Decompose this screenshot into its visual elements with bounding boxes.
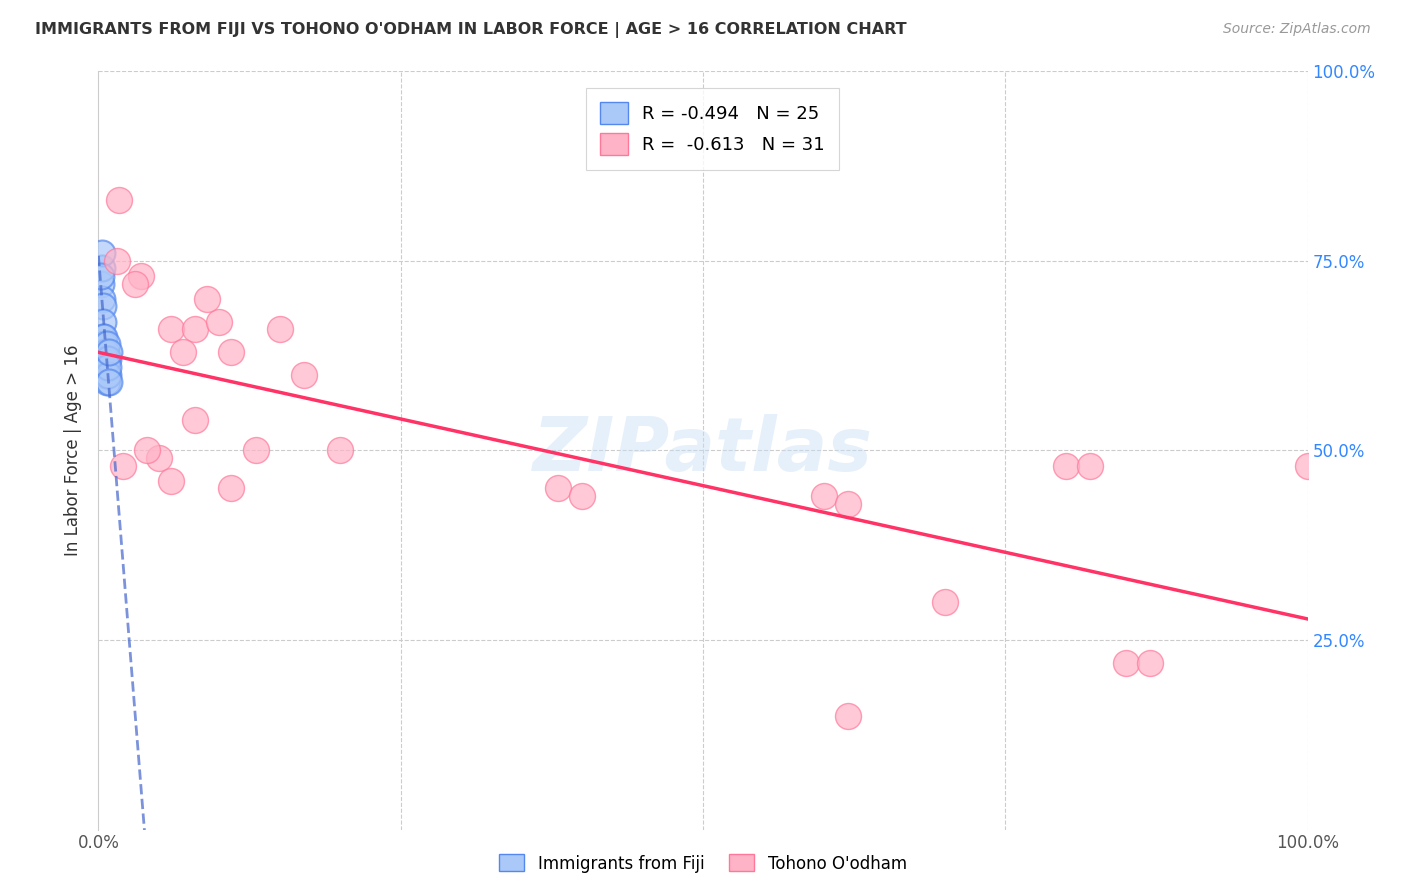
Point bbox=[184, 413, 207, 427]
Point bbox=[329, 443, 352, 458]
Point bbox=[837, 496, 859, 510]
Point bbox=[96, 376, 118, 390]
Point bbox=[97, 368, 120, 382]
Point bbox=[160, 474, 183, 488]
Point bbox=[91, 292, 114, 306]
Point bbox=[93, 344, 115, 359]
Point bbox=[837, 708, 859, 723]
Point bbox=[571, 489, 593, 503]
Text: Source: ZipAtlas.com: Source: ZipAtlas.com bbox=[1223, 22, 1371, 37]
Point bbox=[94, 368, 117, 382]
Point bbox=[93, 330, 115, 344]
Point bbox=[94, 352, 117, 367]
Point bbox=[91, 300, 114, 314]
Point bbox=[98, 376, 121, 390]
Point bbox=[96, 368, 118, 382]
Point bbox=[94, 344, 117, 359]
Point bbox=[195, 292, 218, 306]
Point bbox=[97, 352, 120, 367]
Point bbox=[1139, 656, 1161, 670]
Point bbox=[160, 322, 183, 336]
Point bbox=[269, 322, 291, 336]
Legend: Immigrants from Fiji, Tohono O'odham: Immigrants from Fiji, Tohono O'odham bbox=[492, 847, 914, 880]
Point bbox=[90, 269, 112, 284]
Text: ZIPatlas: ZIPatlas bbox=[533, 414, 873, 487]
Point bbox=[97, 359, 120, 375]
Point bbox=[90, 277, 112, 291]
Point bbox=[148, 451, 170, 466]
Point bbox=[91, 330, 114, 344]
Point bbox=[93, 359, 115, 375]
Point bbox=[184, 322, 207, 336]
Point bbox=[221, 344, 243, 359]
Point bbox=[1078, 458, 1101, 473]
Point bbox=[111, 458, 134, 473]
Point bbox=[91, 246, 114, 260]
Point bbox=[1054, 458, 1077, 473]
Point bbox=[208, 314, 231, 328]
Point bbox=[94, 359, 117, 375]
Text: IMMIGRANTS FROM FIJI VS TOHONO O'ODHAM IN LABOR FORCE | AGE > 16 CORRELATION CHA: IMMIGRANTS FROM FIJI VS TOHONO O'ODHAM I… bbox=[35, 22, 907, 38]
Point bbox=[98, 344, 121, 359]
Point bbox=[813, 489, 835, 503]
Point bbox=[124, 277, 146, 291]
Point bbox=[547, 482, 569, 496]
Point bbox=[96, 337, 118, 351]
Point bbox=[135, 443, 157, 458]
Legend: R = -0.494   N = 25, R =  -0.613   N = 31: R = -0.494 N = 25, R = -0.613 N = 31 bbox=[586, 88, 839, 170]
Point bbox=[221, 482, 243, 496]
Point bbox=[245, 443, 267, 458]
Point bbox=[1115, 656, 1137, 670]
Point bbox=[91, 314, 114, 328]
Y-axis label: In Labor Force | Age > 16: In Labor Force | Age > 16 bbox=[65, 344, 83, 557]
Point bbox=[1296, 458, 1319, 473]
Point bbox=[129, 269, 152, 284]
Point bbox=[172, 344, 194, 359]
Point bbox=[91, 261, 114, 276]
Point bbox=[96, 352, 118, 367]
Point bbox=[934, 595, 956, 609]
Point bbox=[108, 194, 131, 208]
Point bbox=[93, 337, 115, 351]
Point bbox=[105, 253, 128, 268]
Point bbox=[292, 368, 315, 382]
